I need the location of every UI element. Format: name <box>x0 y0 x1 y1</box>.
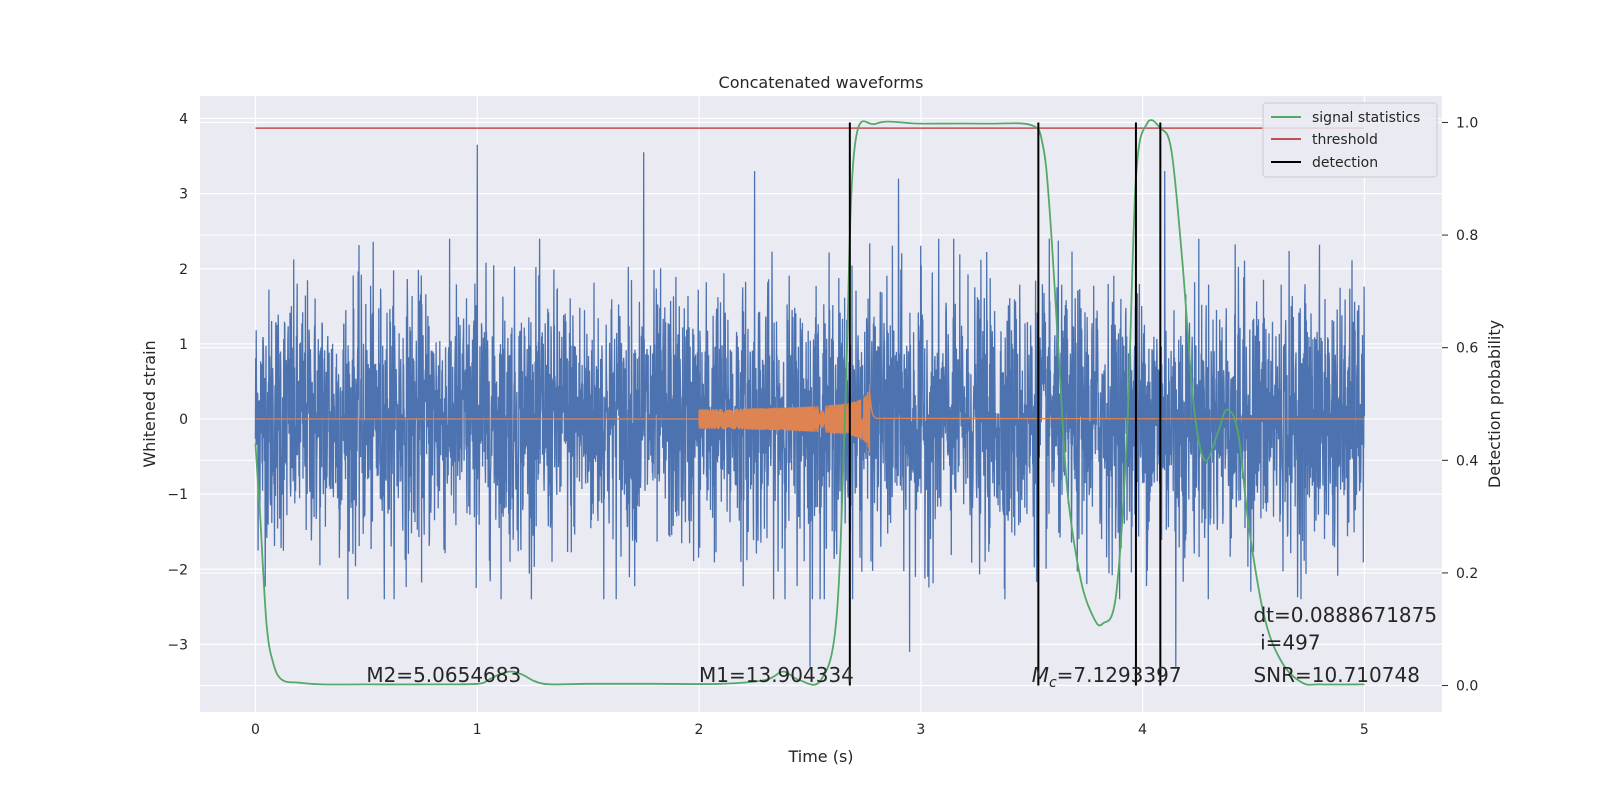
x-axis-ticks: 0 1 2 3 4 5 <box>251 722 1369 738</box>
y-axis-label: Whitened strain <box>140 340 159 467</box>
x-tick-label: 5 <box>1360 722 1369 738</box>
annotation-label: SNR=10.710748 <box>1253 663 1419 687</box>
annotation-label: i=497 <box>1260 631 1321 655</box>
y2-axis-label: Detection probability <box>1485 320 1504 488</box>
legend-label-detection: detection <box>1312 155 1378 171</box>
legend-box <box>1262 102 1438 178</box>
y2-tick-label: 0.0 <box>1456 679 1478 695</box>
y-axis-ticks: −3 −2 −1 0 1 2 3 4 <box>167 112 188 654</box>
y-tick-label: 1 <box>179 337 188 353</box>
y-tick-label: −3 <box>167 637 188 653</box>
y-tick-label: 4 <box>179 112 188 128</box>
annotation-label: M2=5.0654683 <box>366 663 521 687</box>
x-tick-label: 0 <box>251 722 260 738</box>
y-tick-label: −1 <box>167 487 188 503</box>
legend-label-signal-statistics: signal statistics <box>1312 110 1420 126</box>
x-tick-label: 1 <box>473 722 482 738</box>
y2-tick-label: 0.6 <box>1456 341 1478 357</box>
legend: signal statistics threshold detection <box>1262 102 1438 178</box>
chart-title: Concatenated waveforms <box>719 73 924 92</box>
strain-series-line <box>254 144 1366 667</box>
annotations: M2=5.0654683 M1=13.904334 Mc=7.1293397 dt=0… <box>366 603 1437 691</box>
y-tick-label: 2 <box>179 262 188 278</box>
annotation-label: dt=0.0888671875 <box>1253 603 1437 627</box>
x-tick-label: 2 <box>695 722 704 738</box>
x-tick-label: 4 <box>1138 722 1147 738</box>
legend-label-threshold: threshold <box>1312 132 1378 148</box>
x-tick-label: 3 <box>916 722 925 738</box>
y2-tick-label: 0.8 <box>1456 228 1478 244</box>
signal-statistics-line <box>254 119 1365 686</box>
detection-lines <box>848 122 1162 686</box>
template-series-line <box>255 384 1365 453</box>
y-tick-label: −2 <box>167 562 188 578</box>
annotation-label: M1=13.904334 <box>699 663 854 687</box>
y2-tick-label: 0.4 <box>1456 453 1478 469</box>
y-tick-label: 3 <box>179 187 188 203</box>
y-tick-label: 0 <box>179 412 188 428</box>
annotation-label: Mc=7.1293397 <box>1032 663 1182 691</box>
x-axis-label: Time (s) <box>787 747 853 766</box>
y2-tick-label: 1.0 <box>1456 115 1478 131</box>
y2-tick-label: 0.2 <box>1456 566 1478 582</box>
y2-axis-ticks: 0.0 0.2 0.4 0.6 0.8 1.0 <box>1442 115 1478 695</box>
